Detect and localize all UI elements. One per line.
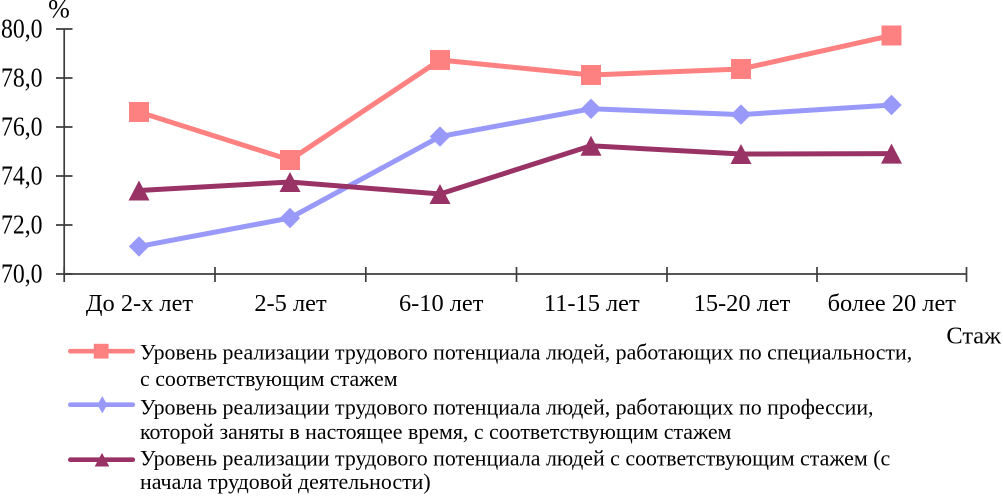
svg-text:которой заняты в настоящее вре: которой заняты в настоящее время, с соот…: [140, 419, 732, 444]
svg-text:более 20 лет: более 20 лет: [828, 290, 957, 317]
svg-text:15-20 лет: 15-20 лет: [694, 290, 791, 317]
svg-text:70,0: 70,0: [1, 259, 43, 289]
svg-text:76,0: 76,0: [1, 112, 43, 142]
svg-text:2-5 лет: 2-5 лет: [254, 290, 327, 317]
svg-text:72,0: 72,0: [1, 210, 43, 240]
svg-text:До 2-х лет: До 2-х лет: [86, 290, 194, 317]
svg-text:начала трудовой деятельности): начала трудовой деятельности): [140, 469, 431, 494]
svg-text:Уровень реализации трудового п: Уровень реализации трудового потенциала …: [140, 446, 890, 471]
svg-text:80,0: 80,0: [1, 14, 43, 44]
svg-text:Стаж: Стаж: [946, 323, 1001, 350]
svg-text:Уровень реализации трудового п: Уровень реализации трудового потенциала …: [140, 395, 874, 420]
svg-text:Уровень реализации трудового п: Уровень реализации трудового потенциала …: [140, 340, 912, 365]
svg-text:6-10 лет: 6-10 лет: [399, 290, 484, 317]
svg-text:с соответствующим стажем: с соответствующим стажем: [140, 366, 398, 391]
svg-text:11-15 лет: 11-15 лет: [544, 290, 640, 317]
svg-text:78,0: 78,0: [1, 63, 43, 93]
svg-text:%: %: [48, 0, 70, 23]
svg-text:74,0: 74,0: [1, 161, 43, 191]
